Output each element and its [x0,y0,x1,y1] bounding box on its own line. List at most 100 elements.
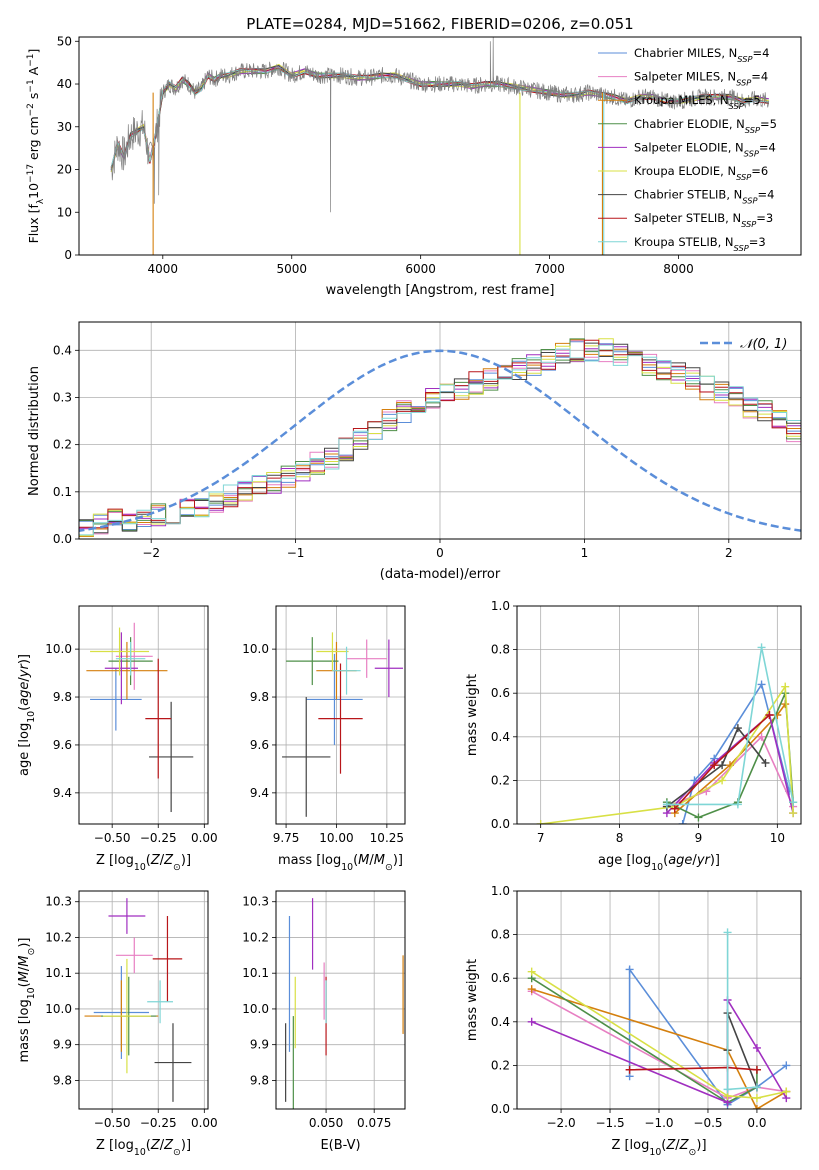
y-tick-label: 30 [57,120,72,134]
plus-marker [757,732,766,741]
x-tick-label: 9 [695,831,703,845]
weight-line [531,971,787,1099]
axes-frame [78,605,209,825]
histogram-step [79,339,801,537]
y-tick-label: 0.4 [491,730,510,744]
x-tick-label: 6000 [405,262,436,276]
legend-label: Chabrier MILES, NSSP=4 [634,46,769,64]
plus-marker [752,1065,761,1074]
plus-marker [694,813,703,822]
panel-5: 7 8 9 10 0.0 0.2 0.4 0.6 0.8 1.0 age [log10(age/yr… [465,599,802,873]
legend-label: Salpeter STELIB, NSSP=3 [634,211,773,229]
y-tick-label: 10 [57,205,72,219]
histogram-step [79,338,801,531]
plus-marker [757,643,766,652]
plot-area [527,928,791,1109]
legend-label: 𝒩(0, 1) [740,337,787,352]
x-tick-label: 1 [581,546,589,560]
plus-marker [752,1043,761,1052]
legend-label: Chabrier STELIB, NSSP=4 [634,188,774,206]
weight-line [531,988,787,1109]
plus-marker [718,776,727,785]
x-tick-label: 0.050 [309,1116,343,1130]
legend-label: Salpeter ELODIE, NSSP=4 [634,140,776,158]
panel-6: −0.50 −0.25 0.00 9.8 9.9 10.0 10.1 10.2 10.3 Z [l… [17,890,218,1158]
plus-marker [678,820,687,824]
y-tick-label: 9.8 [53,690,72,704]
x-tick-label: 10 [770,831,785,845]
x-axis-label: Z [log10(Z/Z⊙)] [96,853,191,873]
chart-title: PLATE=0284, MJD=51662, FIBERID=0206, z=0… [246,15,633,33]
y-tick-label: 10.2 [45,930,72,944]
x-tick-label: −0.5 [693,1116,722,1130]
weight-line [726,932,757,1091]
y-tick-label: 0.0 [53,532,72,546]
y-tick-label: 10.1 [242,966,269,980]
plus-marker [752,1083,761,1092]
x-tick-label: −2 [142,546,160,560]
x-tick-label: −1.5 [595,1116,624,1130]
y-tick-label: 10.3 [242,895,269,909]
plot-area [285,898,404,1109]
panel-4: 9.75 10.00 10.25 9.4 9.6 9.8 10.0 mass [log10(M… [242,605,406,873]
x-tick-label: −1 [287,546,305,560]
plus-marker [733,800,742,809]
plus-marker [536,820,545,824]
plus-marker [527,1017,536,1026]
y-tick-label: 0.4 [53,343,72,357]
legend-label: Kroupa MILES, NSSP=5 [634,93,761,111]
plus-marker [782,1087,791,1096]
y-tick-label: 0.2 [491,773,510,787]
axes-frame [78,36,802,256]
y-tick-label: 10.0 [45,1002,72,1016]
x-axis-label: Z [log10(Z/Z⊙)] [611,1138,706,1158]
y-tick-label: 0.8 [491,643,510,657]
y-tick-label: 0.3 [53,390,72,404]
x-axis-label: wavelength [Angstrom, rest frame] [326,283,555,298]
y-tick-label: 1.0 [491,884,510,898]
y-axis-label: age [log10(age/yr)] [17,654,37,776]
weight-line [674,703,786,814]
x-axis-label: (data-model)/error [380,567,501,582]
y-tick-label: 9.8 [250,1073,269,1087]
weight-line [531,977,758,1104]
y-tick-label: 10.0 [242,1002,269,1016]
y-tick-label: 0.6 [491,686,510,700]
plus-marker [527,985,536,994]
y-tick-label: 10.0 [242,642,269,656]
plus-marker [733,724,742,733]
grid [79,891,208,1109]
x-tick-label: 8000 [663,262,694,276]
y-tick-label: 9.9 [250,1038,269,1052]
grid [79,322,801,540]
y-tick-label: 0.4 [491,1015,510,1029]
plus-marker [625,965,634,974]
y-tick-label: 10.0 [45,642,72,656]
data-line [110,37,770,213]
axes-frame [275,605,406,825]
x-axis-label: mass [log10(M/M⊙)] [278,853,403,873]
x-tick-label: −0.25 [140,1116,177,1130]
x-tick-label: 10.25 [370,831,404,845]
x-tick-label: 0.00 [191,831,218,845]
grid [517,605,801,825]
plus-marker [723,928,732,937]
plus-marker [723,1085,732,1094]
plus-marker [782,1061,791,1070]
histogram-step [79,344,801,536]
plus-marker [781,682,790,691]
weight-line [531,990,787,1099]
x-tick-label: 7 [537,831,545,845]
y-axis-label: Normed distribution [27,366,42,496]
y-tick-label: 1.0 [491,599,510,613]
weight-line [666,647,794,806]
x-tick-label: 0.0 [747,1116,766,1130]
panel-8: −2.0 −1.5 −1.0 −0.5 0.0 0.0 0.2 0.4 0.6 0.8 1.0 Z [… [465,884,802,1158]
x-axis-label: Z [log10(Z/Z⊙)] [96,1138,191,1158]
y-tick-label: 0.2 [491,1058,510,1072]
y-tick-label: 9.4 [53,786,72,800]
y-tick-label: 0.1 [53,485,72,499]
legend-label: Kroupa ELODIE, NSSP=6 [634,164,768,182]
plus-marker [710,761,719,770]
